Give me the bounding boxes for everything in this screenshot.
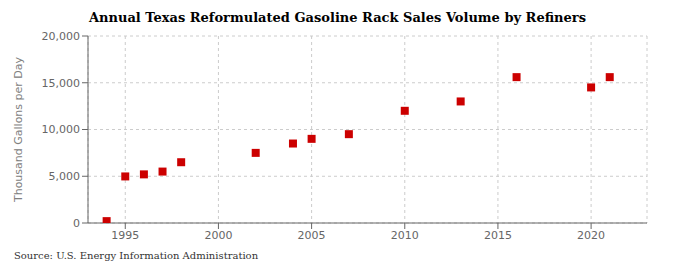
svg-text:2020: 2020	[577, 229, 605, 242]
svg-text:2005: 2005	[298, 229, 326, 242]
svg-text:15,000: 15,000	[42, 77, 81, 90]
svg-text:2000: 2000	[204, 229, 232, 242]
svg-text:20,000: 20,000	[42, 30, 81, 43]
svg-text:5,000: 5,000	[49, 170, 81, 183]
html-text:Source: U.S. Energy Informatio: Source: U.S. Energy Information Administ…	[14, 250, 259, 261]
svg-text:Thousand Gallons per Day: Thousand Gallons per Day	[12, 56, 25, 203]
svg-text:10,000: 10,000	[42, 123, 81, 136]
svg-text:0: 0	[73, 217, 80, 230]
svg-text:2010: 2010	[391, 229, 419, 242]
html-text:Annual Texas Reformulated Gaso: Annual Texas Reformulated Gasoline Rack …	[89, 10, 586, 25]
svg-text:2015: 2015	[484, 229, 512, 242]
svg-text:1995: 1995	[111, 229, 139, 242]
